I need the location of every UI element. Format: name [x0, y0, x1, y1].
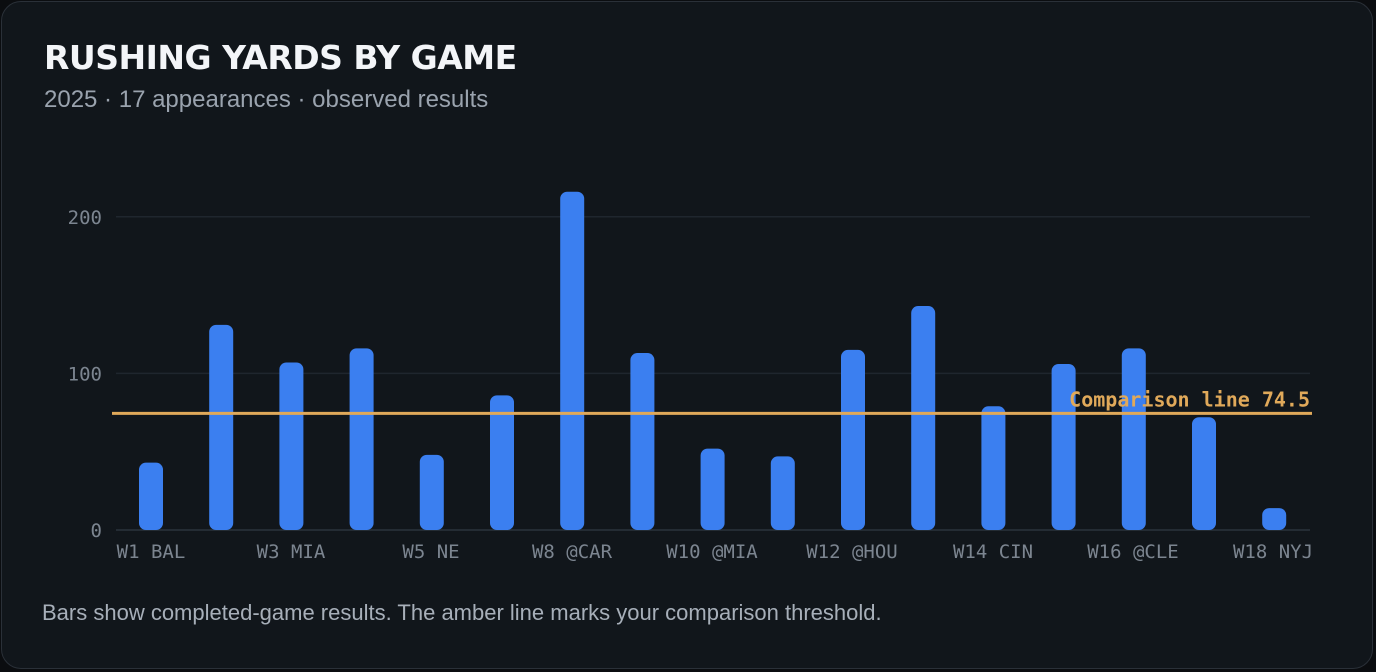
x-tick-label: W1 BAL: [117, 541, 186, 563]
bar: [981, 406, 1006, 530]
bar: [1192, 417, 1216, 530]
bar: [209, 324, 234, 530]
x-tick-label: W14 CIN: [953, 541, 1033, 563]
bar: [490, 395, 514, 530]
chart-footnote: Bars show completed-game results. The am…: [42, 600, 882, 625]
bar: [700, 448, 725, 530]
x-tick-label: W3 MIA: [257, 541, 326, 563]
x-tick-label: W5 NE: [402, 541, 459, 563]
x-tick-label: W18 NYJ: [1233, 541, 1313, 563]
chart-subtitle: 2025 · 17 appearances · observed results: [44, 86, 489, 113]
bar: [630, 353, 655, 530]
bar: [419, 454, 444, 530]
y-tick-label: 100: [68, 363, 102, 385]
bar: [1262, 508, 1287, 530]
y-tick-label: 200: [68, 207, 102, 229]
x-tick-label: W12 @HOU: [806, 541, 898, 563]
x-tick-label: W16 @CLE: [1087, 541, 1179, 563]
chart-title: RUSHING YARDS BY GAME: [44, 38, 517, 77]
bar: [139, 462, 163, 530]
x-tick-label: W10 @MIA: [666, 541, 758, 563]
bar: [1121, 348, 1146, 530]
threshold-label: Comparison line 74.5: [1069, 387, 1310, 411]
bar: [1051, 364, 1076, 530]
bar: [349, 348, 374, 530]
bar: [279, 362, 304, 530]
bar: [841, 349, 865, 530]
x-tick-label: W8 @CAR: [532, 541, 613, 563]
bar: [560, 191, 585, 530]
y-tick-label: 0: [91, 520, 102, 542]
bar: [911, 306, 936, 530]
bar: [770, 456, 795, 530]
